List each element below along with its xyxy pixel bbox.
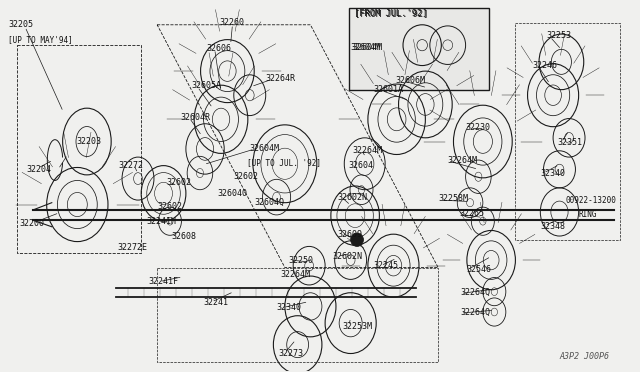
- Text: 32602: 32602: [234, 172, 259, 181]
- Text: 32204: 32204: [26, 165, 51, 174]
- Ellipse shape: [351, 233, 364, 246]
- Text: 32606M: 32606M: [396, 76, 426, 85]
- Text: 32602N: 32602N: [338, 193, 368, 202]
- Text: 32605A: 32605A: [191, 81, 221, 90]
- Text: 32546: 32546: [467, 265, 492, 274]
- Text: 32264Q: 32264Q: [461, 288, 490, 297]
- Text: 32253: 32253: [547, 31, 572, 41]
- Text: 32264M: 32264M: [448, 155, 477, 164]
- Text: 32340: 32340: [540, 169, 565, 177]
- Text: 32250: 32250: [288, 256, 313, 264]
- Text: 32258M: 32258M: [438, 195, 468, 203]
- Text: 32604M: 32604M: [250, 144, 280, 153]
- FancyBboxPatch shape: [349, 8, 489, 90]
- Text: 32272E: 32272E: [118, 243, 148, 251]
- Text: 32264Q: 32264Q: [461, 308, 490, 317]
- Text: 32230: 32230: [466, 123, 491, 132]
- Text: 32340: 32340: [276, 303, 301, 312]
- Text: [FROM JUL.'92]: [FROM JUL.'92]: [354, 8, 428, 17]
- Text: 32253M: 32253M: [342, 321, 372, 331]
- Text: 32604M: 32604M: [352, 42, 382, 51]
- Text: 32241: 32241: [204, 298, 228, 307]
- Text: [FROM JUL.'92]: [FROM JUL.'92]: [355, 9, 429, 18]
- Text: 32608: 32608: [172, 231, 197, 241]
- Text: 32264M: 32264M: [352, 146, 382, 155]
- Text: RING: RING: [579, 211, 597, 219]
- Text: 32272: 32272: [119, 161, 144, 170]
- Text: 32205: 32205: [8, 20, 33, 29]
- Text: 32200: 32200: [20, 219, 45, 228]
- Text: 32241H: 32241H: [147, 217, 176, 226]
- Text: 32602N: 32602N: [333, 252, 363, 261]
- Text: 326040: 326040: [218, 189, 248, 198]
- Text: 32351: 32351: [557, 138, 582, 147]
- Text: 32604: 32604: [349, 161, 374, 170]
- Text: [UP TO JUL. '92]: [UP TO JUL. '92]: [246, 158, 321, 167]
- Text: A3P2 J00P6: A3P2 J00P6: [559, 352, 609, 361]
- Text: 32264R: 32264R: [266, 74, 296, 83]
- Text: 32264M: 32264M: [280, 270, 310, 279]
- Text: 32348: 32348: [540, 221, 565, 231]
- Text: 32602: 32602: [157, 202, 182, 211]
- Text: 32601A: 32601A: [373, 85, 403, 94]
- Text: 32241F: 32241F: [149, 277, 179, 286]
- Text: 32604M: 32604M: [351, 42, 381, 51]
- Text: 32246: 32246: [532, 61, 557, 70]
- Text: 32273: 32273: [278, 349, 303, 358]
- Text: 32604Q: 32604Q: [255, 198, 285, 207]
- Text: 32265: 32265: [460, 209, 484, 218]
- Text: 32260: 32260: [219, 19, 244, 28]
- Text: 32606: 32606: [206, 44, 231, 53]
- Text: 32602: 32602: [167, 178, 192, 187]
- Text: 32203: 32203: [76, 137, 101, 146]
- Text: 32245: 32245: [373, 261, 398, 270]
- Text: 00922-13200: 00922-13200: [566, 196, 617, 205]
- Text: 32604R: 32604R: [180, 113, 211, 122]
- Text: 32609: 32609: [338, 230, 363, 239]
- Text: [UP TO MAY'94]: [UP TO MAY'94]: [8, 35, 73, 44]
